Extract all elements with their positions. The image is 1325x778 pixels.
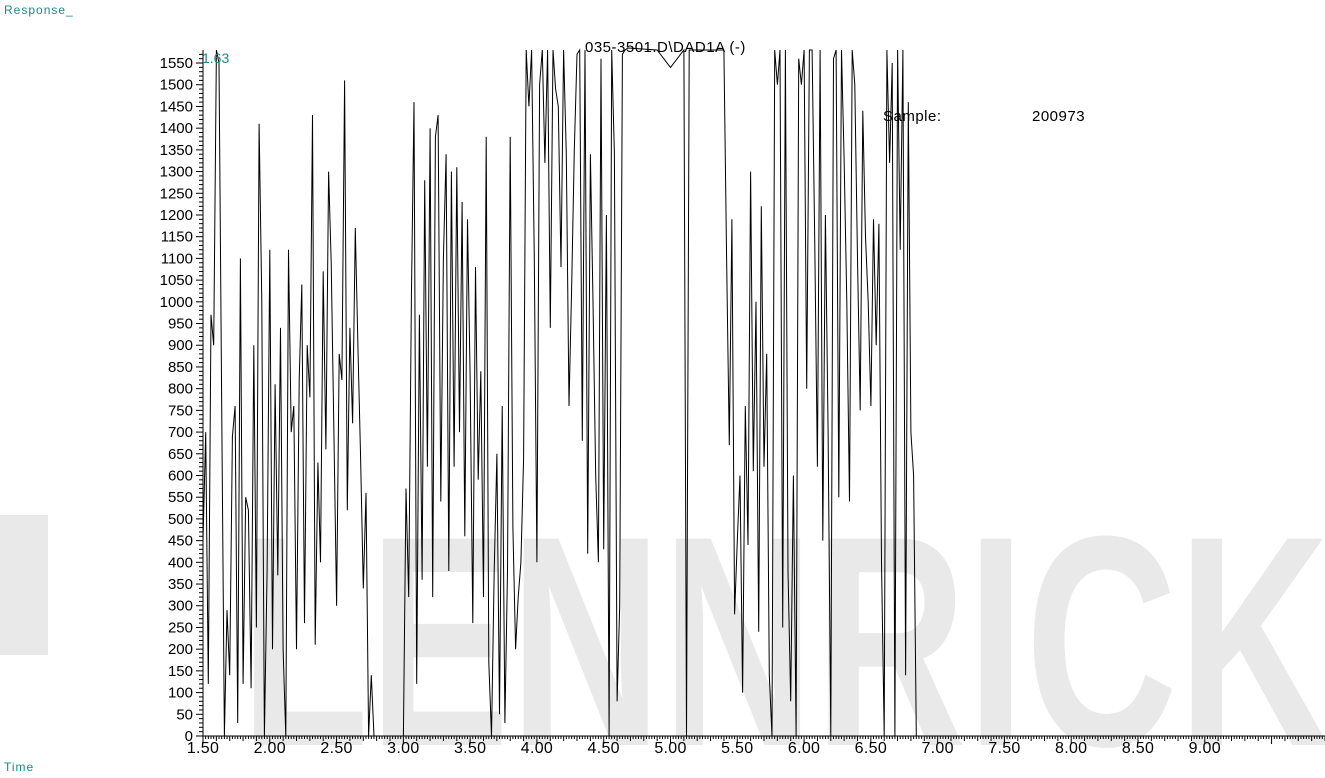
y-tick-label: 150 bbox=[168, 663, 193, 680]
y-tick-label: 900 bbox=[168, 337, 193, 354]
y-tick-label: 700 bbox=[168, 424, 193, 441]
series-group bbox=[202, 47, 917, 737]
y-tick-label: 1150 bbox=[161, 229, 193, 246]
x-axis-ticks: 1.50 2.00 2.50 3.00 3.50 4.00 4.50 5.00 5.50 6.00… bbox=[187, 736, 1325, 757]
x-tick-label: 4.50 bbox=[588, 740, 620, 757]
y-tick-label: 750 bbox=[168, 402, 193, 419]
x-tick-label: 7.00 bbox=[921, 740, 953, 757]
y-tick-label: 300 bbox=[168, 598, 193, 615]
series-line bbox=[202, 47, 917, 737]
y-tick-label: 850 bbox=[168, 359, 193, 376]
x-tick-label: 9.00 bbox=[1189, 740, 1221, 757]
x-tick-label: 8.50 bbox=[1122, 740, 1154, 757]
y-tick-label: 350 bbox=[168, 576, 193, 593]
y-tick-label: 450 bbox=[168, 533, 193, 550]
x-tick-label: 6.50 bbox=[855, 740, 887, 757]
start-time-marker-label: 1.63 bbox=[202, 50, 229, 66]
chart-title: 035-3501.D\DAD1A (-) bbox=[585, 39, 746, 56]
x-tick-label: 3.50 bbox=[454, 740, 486, 757]
watermark-left-bar bbox=[0, 515, 48, 655]
sample-value: 200973 bbox=[1032, 108, 1085, 125]
y-tick-label: 200 bbox=[168, 641, 193, 658]
y-tick-label: 550 bbox=[168, 489, 193, 506]
y-tick-label: 1100 bbox=[161, 250, 193, 267]
y-axis-title: Response_ bbox=[4, 3, 74, 17]
y-tick-label: 1200 bbox=[160, 207, 193, 224]
x-tick-label: 2.00 bbox=[254, 740, 286, 757]
x-tick-label: 5.00 bbox=[654, 740, 686, 757]
y-tick-label: 1300 bbox=[160, 164, 193, 181]
x-tick-label: 8.00 bbox=[1055, 740, 1087, 757]
y-tick-label: 600 bbox=[168, 467, 193, 484]
y-tick-label: 650 bbox=[168, 446, 193, 463]
x-tick-label: 7.50 bbox=[988, 740, 1020, 757]
y-tick-label: 1250 bbox=[160, 185, 193, 202]
y-tick-label: 400 bbox=[168, 554, 193, 571]
sample-label: Sample: bbox=[883, 108, 942, 125]
y-tick-label: 1400 bbox=[160, 120, 193, 137]
y-tick-label: 500 bbox=[168, 511, 193, 528]
y-tick-label: 1450 bbox=[160, 98, 193, 115]
x-tick-label: 6.00 bbox=[788, 740, 820, 757]
y-tick-label: 1350 bbox=[160, 142, 193, 159]
x-tick-label: 4.00 bbox=[521, 740, 553, 757]
y-tick-label: 800 bbox=[168, 381, 193, 398]
x-tick-label: 2.50 bbox=[320, 740, 352, 757]
y-tick-label: 1050 bbox=[160, 272, 193, 289]
x-tick-label: 5.50 bbox=[721, 740, 753, 757]
y-tick-label: 250 bbox=[168, 619, 193, 636]
x-tick-label: 1.50 bbox=[187, 740, 219, 757]
y-tick-label: 1550 bbox=[160, 55, 193, 72]
x-tick-label: 3.00 bbox=[387, 740, 419, 757]
y-tick-label: 950 bbox=[168, 316, 193, 333]
x-axis-title: Time bbox=[4, 760, 34, 774]
y-axis-ticks: 0 50 100 150 200 250 300 350 400 450 500 550 600 650 7… bbox=[160, 53, 203, 745]
y-tick-label: 0 bbox=[185, 728, 193, 745]
y-tick-label: 50 bbox=[176, 706, 193, 723]
y-tick-label: 100 bbox=[168, 685, 193, 702]
y-tick-label: 1500 bbox=[160, 77, 193, 94]
y-tick-label: 1000 bbox=[160, 294, 193, 311]
